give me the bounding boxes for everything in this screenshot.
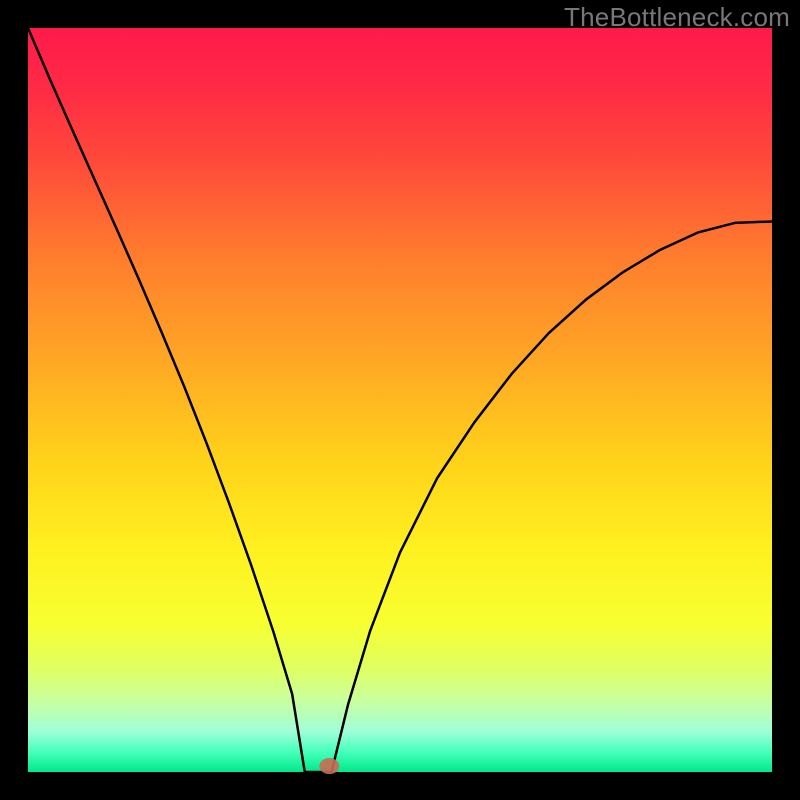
optimal-marker [319, 758, 339, 774]
bottleneck-chart [0, 0, 800, 800]
plot-area [28, 28, 772, 772]
watermark-text: TheBottleneck.com [564, 2, 790, 33]
chart-container: TheBottleneck.com [0, 0, 800, 800]
